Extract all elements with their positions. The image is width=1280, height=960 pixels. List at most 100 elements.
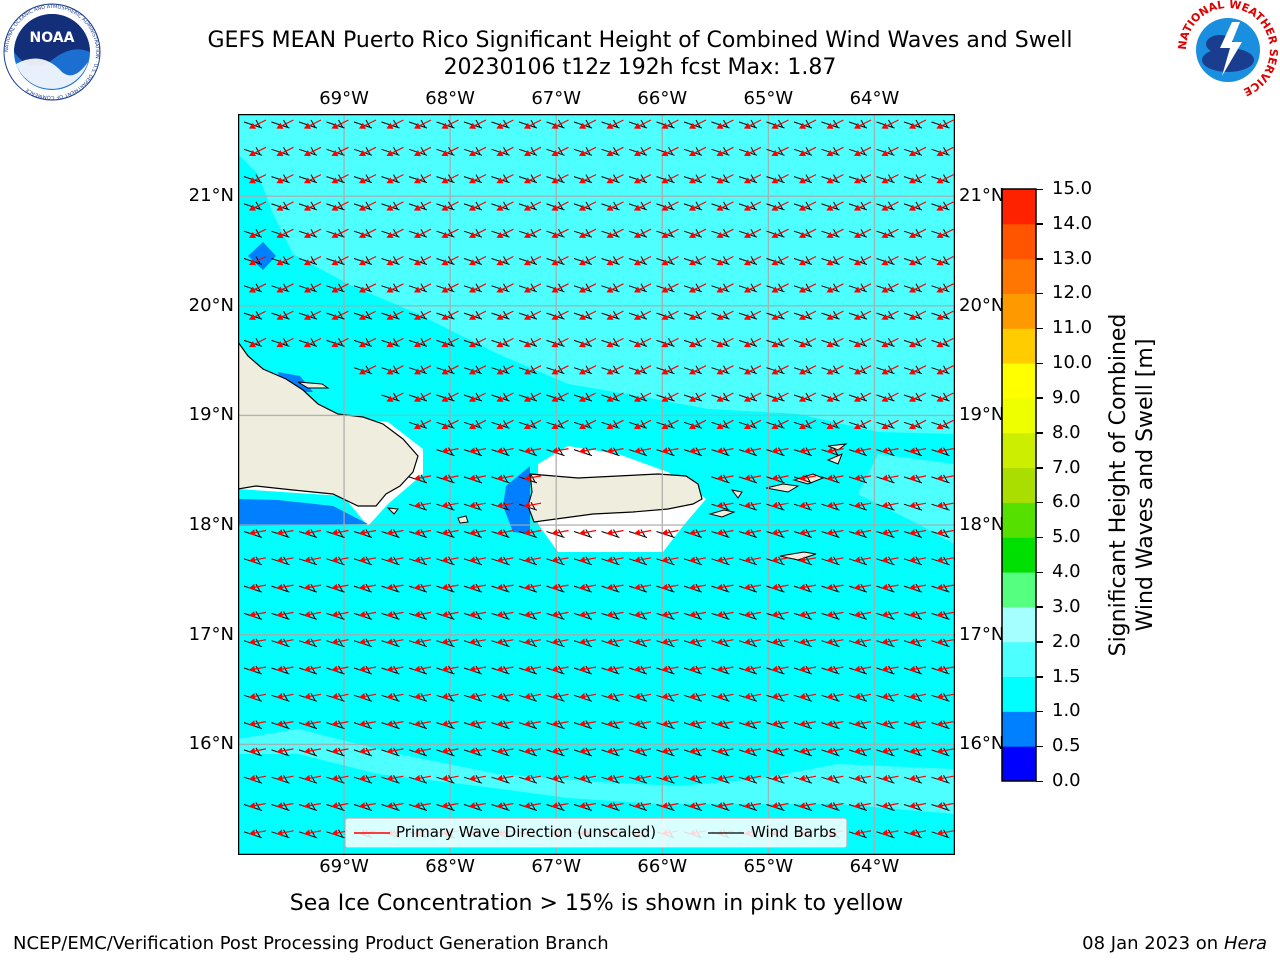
wave-arrow [798,802,817,809]
wave-arrow [661,720,679,728]
wave-arrow [936,665,954,673]
wave-arrow [468,474,487,482]
wave-arrow [303,638,322,646]
wave-arrow [523,693,542,700]
wave-arrow [716,337,734,348]
wave-arrow [908,419,927,430]
wave-arrow [936,774,954,782]
legend-wind-label: Wind Barbs [751,823,837,841]
colorbar-tick-mark [1036,292,1043,295]
wave-arrow [771,747,789,755]
wave-arrow [413,337,432,348]
wave-arrow [771,529,789,536]
wave-arrow [633,611,652,618]
wave-arrow [716,611,734,618]
wave-arrow [661,365,679,375]
wave-arrow [523,447,542,455]
wave-arrow [441,447,459,455]
lat-label-right: 17°N [959,623,1005,645]
wave-arrow [853,693,872,700]
wave-arrow [303,583,322,591]
wave-arrow [936,174,954,184]
wave-arrow [578,255,597,266]
wave-arrow [716,747,734,755]
wave-arrow [771,119,789,129]
colorbar-tick-label: 6.0 [1052,491,1081,513]
wave-arrow [743,693,762,700]
wave-arrow [606,419,624,430]
wave-arrow [358,556,377,564]
colorbar-segment [1002,467,1036,503]
wave-arrow [523,174,542,184]
wave-arrow [496,337,514,348]
wave-arrow [716,802,734,809]
wave-arrow [386,365,404,375]
wave-arrow [688,556,707,564]
noaa-logo: NOAA NATIONAL OCEANIC AND ATMOSPHERIC AD… [2,2,102,102]
wave-arrow [606,665,624,673]
wave-arrow [908,119,927,129]
wave-arrow [386,611,404,618]
wave-arrow [303,337,322,348]
wave-arrow [798,665,817,673]
wave-arrow [798,611,817,618]
wave-arrow [881,392,899,402]
wave-arrow [441,583,459,591]
colorbar-segment [1002,293,1036,329]
wave-arrow [551,638,569,646]
wave-arrow [331,747,349,755]
wave-arrow [523,556,542,564]
wave-arrow [468,638,487,646]
wave-arrow [661,146,679,157]
wave-arrow [936,392,954,402]
wave-arrow [771,174,789,184]
wave-arrow [908,774,927,782]
wave-arrow [798,228,817,239]
wave-arrow [248,774,267,782]
wave-arrow [468,255,487,266]
wave-arrow [248,556,267,564]
wave-arrow [413,583,432,591]
lat-label-left: 19°N [188,404,234,426]
wave-arrow [688,529,707,536]
wave-arrow [276,255,294,266]
wave-arrow [853,665,872,673]
island-vieques [708,509,736,518]
wave-arrow [688,774,707,782]
wave-arrow [358,201,377,211]
wave-arrow [853,337,872,348]
wave-arrow [248,529,267,536]
wave-arrow [523,419,542,430]
wave-arrow [413,638,432,646]
wave-arrow [633,419,652,430]
lon-label-bottom: 65°W [743,856,794,877]
wave-arrow [688,747,707,755]
wave-arrow [441,693,459,700]
wave-arrow [826,501,844,509]
wave-arrow [441,146,459,157]
wave-arrow [908,337,927,348]
wave-arrow [276,720,294,728]
wave-arrow [908,201,927,211]
wave-arrow [441,255,459,266]
wave-arrow [606,119,624,129]
wave-arrow [633,802,652,809]
wave-arrow [633,747,652,755]
wave-arrow [523,392,542,402]
wave-arrow [743,774,762,782]
wave-arrow [331,556,349,564]
lat-label-left: 20°N [188,294,234,316]
wave-arrow [853,419,872,430]
nws-logo: NATIONAL WEATHER SERVICE [1176,0,1280,100]
wave-arrow [551,419,569,430]
wave-arrow [853,255,872,266]
wave-arrow [633,529,652,536]
wave-arrow [523,310,542,320]
colorbar-segment [1002,606,1036,643]
colorbar-tick-label: 0.5 [1052,735,1081,757]
wave-arrow [386,556,404,564]
wave-arrow [496,146,514,157]
wave-arrow [661,201,679,211]
wave-arrow [523,774,542,782]
wave-arrow [853,365,872,375]
